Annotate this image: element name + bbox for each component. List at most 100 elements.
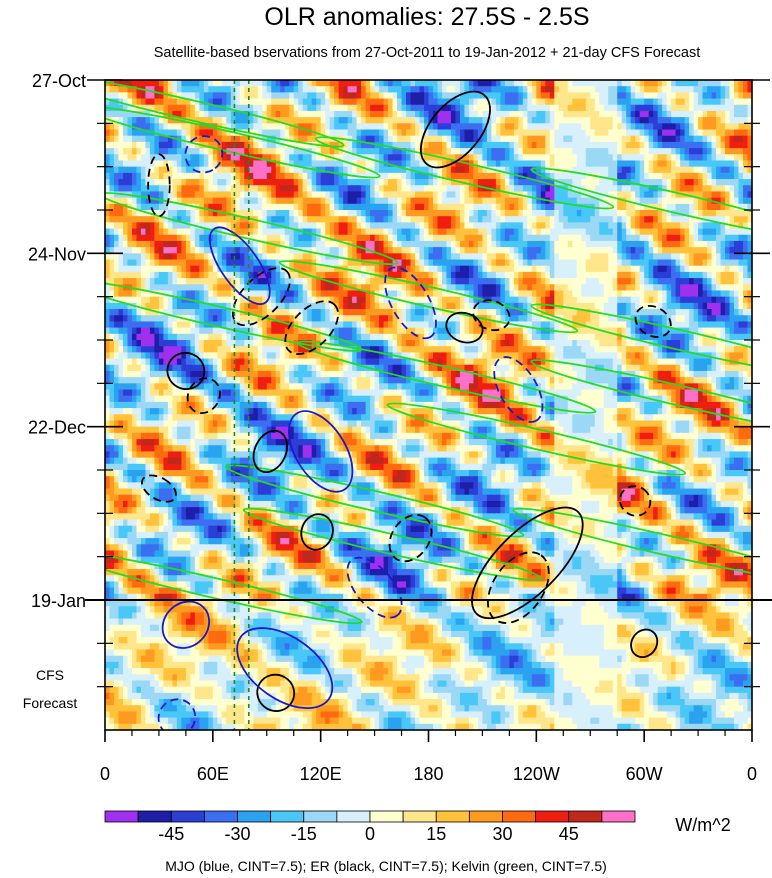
- heatmap-cell: [280, 185, 286, 193]
- heatmap-cell: [509, 265, 515, 273]
- heatmap-cell: [572, 123, 578, 131]
- heatmap-cell: [531, 222, 537, 230]
- heatmap-cell: [244, 253, 250, 261]
- heatmap-cell: [127, 210, 133, 217]
- heatmap-cell: [720, 216, 726, 223]
- heatmap-cell: [293, 290, 299, 298]
- heatmap-cell: [203, 92, 209, 100]
- heatmap-cell: [648, 265, 654, 273]
- heatmap-cell: [109, 265, 115, 273]
- heatmap-cell: [477, 86, 484, 93]
- heatmap-cell: [122, 228, 129, 236]
- heatmap-cell: [729, 240, 735, 248]
- heatmap-cell: [441, 259, 448, 267]
- heatmap-cell: [248, 228, 254, 236]
- heatmap-cell: [747, 234, 752, 242]
- heatmap-cell: [280, 234, 286, 242]
- heatmap-cell: [630, 210, 636, 217]
- heatmap-cell: [720, 98, 726, 106]
- heatmap-cell: [235, 197, 241, 205]
- heatmap-cell: [612, 123, 618, 131]
- heatmap-cell: [424, 210, 430, 217]
- heatmap-cell: [307, 160, 313, 168]
- heatmap-cell: [725, 154, 731, 162]
- heatmap-cell: [536, 253, 542, 261]
- heatmap-cell: [581, 141, 587, 149]
- heatmap-cell: [424, 92, 430, 100]
- heatmap-cell: [644, 141, 650, 149]
- heatmap-cell: [504, 148, 510, 155]
- heatmap-cell: [347, 104, 353, 112]
- heatmap-cell: [338, 228, 344, 236]
- heatmap-cell: [275, 179, 281, 186]
- heatmap-cell: [185, 166, 191, 174]
- heatmap-cell: [293, 216, 299, 223]
- heatmap-cell: [657, 110, 663, 118]
- heatmap-cell: [217, 80, 223, 87]
- heatmap-cell: [707, 271, 713, 279]
- heatmap-cell: [356, 222, 362, 230]
- heatmap-cell: [644, 148, 650, 155]
- heatmap-cell: [415, 247, 421, 254]
- heatmap-cell: [239, 191, 245, 199]
- heatmap-cell: [482, 141, 488, 149]
- heatmap-cell: [666, 123, 672, 131]
- heatmap-cell: [105, 216, 111, 223]
- heatmap-cell: [639, 265, 645, 273]
- heatmap-cell: [482, 265, 488, 273]
- heatmap-cell: [415, 110, 421, 118]
- heatmap-cell: [379, 86, 385, 93]
- heatmap-cell: [738, 166, 744, 174]
- heatmap-cell: [594, 80, 600, 87]
- heatmap-cell: [401, 166, 407, 174]
- heatmap-cell: [230, 210, 236, 217]
- heatmap-cell: [563, 191, 569, 199]
- heatmap-cell: [653, 141, 659, 149]
- heatmap-cell: [446, 222, 452, 230]
- heatmap-cell: [477, 222, 484, 230]
- heatmap-cell: [122, 234, 129, 242]
- heatmap-cell: [415, 240, 421, 248]
- heatmap-cell: [208, 234, 214, 242]
- heatmap-cell: [450, 210, 457, 217]
- heatmap-cell: [199, 259, 205, 267]
- heatmap-cell: [140, 290, 147, 298]
- heatmap-cell: [158, 166, 165, 174]
- heatmap-cell: [549, 86, 555, 93]
- heatmap-cell: [626, 92, 632, 100]
- heatmap-cell: [271, 210, 277, 217]
- heatmap-cell: [383, 240, 389, 248]
- heatmap-cell: [437, 86, 443, 93]
- heatmap-cell: [194, 290, 200, 298]
- heatmap-cell: [468, 154, 475, 162]
- heatmap-cell: [316, 240, 322, 248]
- heatmap-cell: [468, 197, 475, 205]
- heatmap-cell: [185, 191, 191, 199]
- heatmap-cell: [567, 203, 573, 211]
- heatmap-cell: [118, 222, 124, 230]
- heatmap-cell: [491, 154, 497, 162]
- heatmap-cell: [563, 98, 569, 106]
- heatmap-cell: [473, 278, 479, 285]
- heatmap-cell: [307, 123, 313, 131]
- heatmap-cell: [504, 123, 510, 131]
- heatmap-cell: [217, 247, 223, 254]
- heatmap-cell: [738, 191, 744, 199]
- heatmap-cell: [446, 216, 452, 223]
- heatmap-cell: [131, 240, 138, 248]
- heatmap-cell: [338, 271, 344, 279]
- heatmap-cell: [459, 197, 466, 205]
- heatmap-cell: [734, 179, 740, 186]
- heatmap-cell: [432, 197, 439, 205]
- heatmap-cell: [635, 228, 641, 236]
- heatmap-cell: [145, 240, 151, 248]
- heatmap-cell: [446, 185, 452, 193]
- heatmap-cell: [680, 259, 686, 267]
- heatmap-cell: [424, 179, 430, 186]
- heatmap-cell: [486, 234, 492, 242]
- heatmap-cell: [329, 265, 335, 273]
- heatmap-cell: [136, 265, 142, 273]
- heatmap-cell: [554, 228, 560, 236]
- heatmap-cell: [275, 265, 281, 273]
- heatmap-cell: [630, 271, 636, 279]
